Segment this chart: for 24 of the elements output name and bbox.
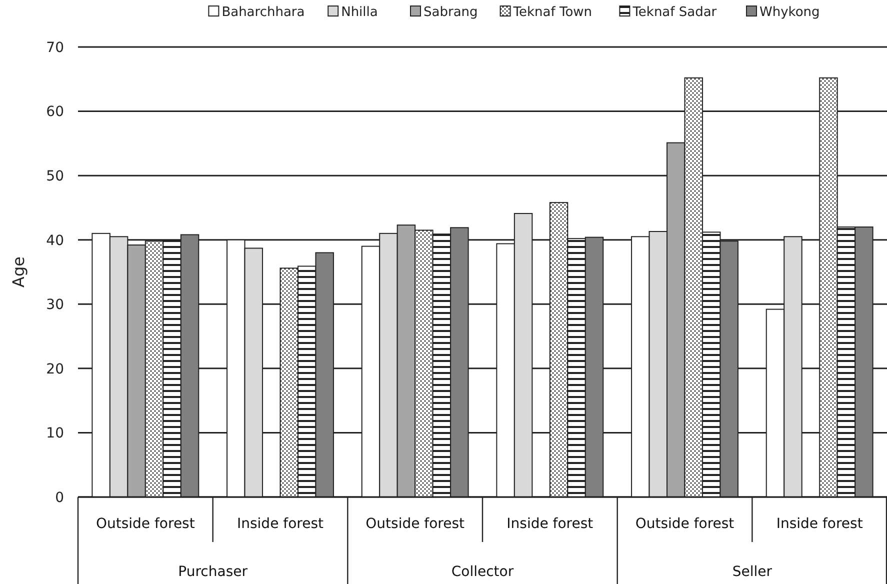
y-axis-title: Age [9, 256, 28, 288]
y-tick-label: 10 [46, 426, 64, 442]
x-tick-label: Outside forest [96, 516, 196, 532]
legend-label: Teknaf Sadar [632, 5, 718, 20]
y-tick-label: 60 [46, 104, 64, 120]
y-tick-label: 70 [46, 40, 64, 56]
x-tick-label: Outside forest [635, 516, 735, 532]
x-tick-label: Inside forest [776, 516, 864, 532]
y-tick-label: 30 [46, 297, 64, 314]
y-tick-label: 50 [46, 168, 64, 184]
text: Seller [732, 564, 772, 580]
legend-label: Baharchhara [222, 5, 305, 20]
text: Collector [451, 564, 514, 580]
y-tick-label: 40 [46, 232, 64, 249]
x-tick-label: Inside forest [506, 516, 594, 532]
legend-label: Whykong [760, 5, 820, 20]
text: Purchaser [178, 564, 248, 580]
y-tick-label: 20 [46, 361, 64, 378]
legend-label: Nhilla [341, 5, 378, 20]
legend-label: Teknaf Town [512, 5, 592, 20]
x-tick-label: Inside forest [237, 516, 324, 532]
y-tick-label: 0 [55, 490, 64, 506]
x-tick-label: Outside forest [366, 516, 466, 532]
legend-label: Sabrang [424, 5, 478, 20]
